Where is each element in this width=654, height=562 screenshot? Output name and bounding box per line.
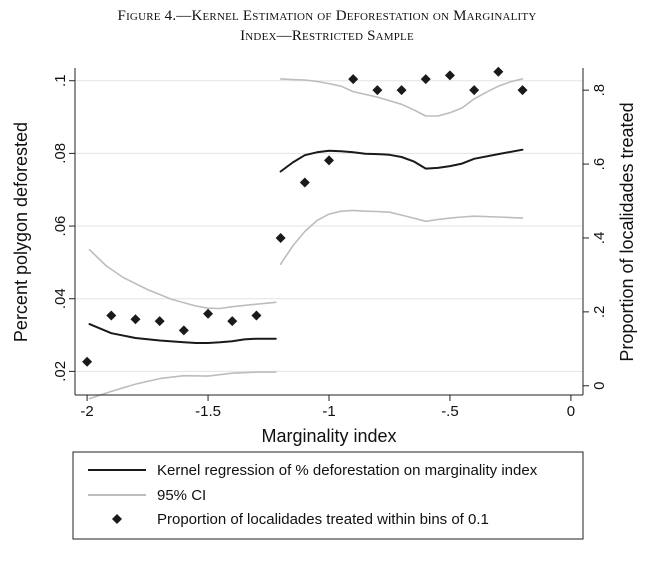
kernel-line — [88, 323, 277, 344]
treated-proportion-point — [154, 316, 165, 327]
y-left-tick-label: .1 — [52, 74, 69, 87]
treated-proportion-point — [203, 308, 214, 319]
treated-proportion-point — [324, 155, 334, 166]
ci-line — [88, 248, 277, 310]
treated-proportion-point — [517, 85, 528, 96]
series-0 — [88, 148, 524, 344]
treated-proportion-point — [420, 74, 431, 85]
y-right-tick-label: 0 — [591, 382, 608, 390]
x-tick-label: -2 — [80, 403, 93, 420]
x-tick-label: -.5 — [441, 403, 459, 420]
x-tick-label: -1 — [322, 403, 335, 420]
legend-box — [72, 451, 584, 540]
figure-title-line-2: Index—Restricted Sample — [240, 28, 414, 44]
y-left-tick-label: .04 — [52, 288, 69, 309]
treated-proportion-point — [106, 310, 117, 321]
x-tick-label: -1.5 — [195, 403, 221, 420]
treated-proportion-point — [227, 316, 238, 327]
treated-proportion-point — [130, 314, 141, 325]
y-left-tick-label: .08 — [52, 143, 69, 164]
legend-points-swatch — [112, 514, 122, 524]
axes — [74, 68, 584, 396]
ci-line — [279, 78, 524, 117]
treated-proportion-point — [444, 70, 455, 81]
legend-ci-label: 95% CI — [157, 487, 206, 504]
figure-title-line-1: Figure 4.—Kernel Estimation of Deforesta… — [117, 8, 537, 24]
series-1 — [88, 78, 524, 400]
y-axis-left-title: Percent polygon deforested — [11, 122, 31, 342]
grid-lines — [75, 80, 583, 372]
treated-proportion-point — [469, 85, 480, 96]
y-right-tick-label: .4 — [591, 232, 608, 245]
series-2 — [82, 66, 528, 367]
x-axis-title: Marginality index — [261, 426, 396, 446]
treated-proportion-point — [348, 74, 359, 85]
treated-proportion-point — [493, 66, 504, 77]
plot-series — [82, 66, 528, 400]
kernel-line — [279, 148, 524, 173]
y-right-tick-label: .8 — [591, 84, 608, 97]
treated-proportion-point — [178, 325, 189, 336]
treated-proportion-point — [372, 85, 383, 96]
legend-points-label: Proportion of localidades treated within… — [157, 511, 489, 528]
x-tick-label: 0 — [567, 403, 575, 420]
ticks: -2 -1.5 -1 -.5 0 .02 .04 .06 .08 .1 0 .2 .4 .6 .8 — [52, 74, 608, 420]
ci-line — [279, 209, 524, 266]
treated-proportion-point — [251, 310, 262, 321]
legend-kernel-label: Kernel regression of % deforestation on … — [157, 462, 538, 479]
treated-proportion-point — [299, 177, 310, 188]
legend: Kernel regression of % deforestation on … — [72, 451, 584, 540]
y-left-tick-label: .02 — [52, 361, 69, 382]
treated-proportion-point — [396, 85, 407, 96]
y-right-tick-label: .2 — [591, 306, 608, 319]
treated-proportion-point — [82, 356, 93, 367]
ci-line — [88, 371, 277, 400]
treated-proportion-point — [275, 232, 286, 243]
y-right-tick-label: .6 — [591, 158, 608, 171]
y-left-tick-label: .06 — [52, 216, 69, 237]
y-axis-right-title: Proportion of localidades treated — [617, 102, 637, 361]
